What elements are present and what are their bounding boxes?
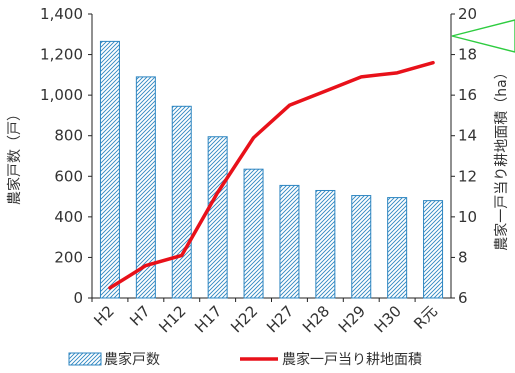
y-right-tick-label: 20 — [458, 5, 477, 23]
x-tick-label: H22 — [227, 302, 261, 336]
bar — [423, 200, 444, 299]
legend-line-label: 農家一戸当り耕地面積 — [282, 351, 422, 368]
y-right-tick-label: 12 — [458, 167, 477, 185]
x-tick-label: H27 — [263, 302, 297, 336]
x-tick-label: H2 — [90, 302, 117, 329]
x-tick-label: R元 — [410, 302, 441, 333]
y-left-tick-label: 1,200 — [40, 46, 83, 64]
x-tick-label: H29 — [335, 302, 369, 336]
bar — [243, 168, 264, 299]
y-right-tick-label: 6 — [458, 289, 468, 307]
x-tick-label: H17 — [191, 302, 225, 336]
bar — [387, 197, 408, 299]
bar — [171, 105, 192, 299]
bar — [315, 189, 336, 299]
y-axis-right-label: 農家一戸当り耕地面積（ha） — [493, 65, 510, 250]
y-left-tick-label: 800 — [54, 127, 83, 145]
x-tick-label: H7 — [126, 302, 153, 329]
y-left-tick-label: 1,400 — [40, 5, 83, 23]
x-tick-label: H28 — [299, 302, 333, 336]
y-right-tick-label: 10 — [458, 208, 477, 226]
bar — [207, 136, 228, 299]
y-left-tick-label: 200 — [54, 248, 83, 266]
y-left-tick-label: 1,000 — [40, 86, 83, 104]
y-left-tick-label: 0 — [73, 289, 83, 307]
y-right-tick-label: 14 — [458, 127, 477, 145]
y-right-tick-label: 16 — [458, 86, 477, 104]
y-right-tick-label: 18 — [458, 46, 477, 64]
legend: 農家戸数 農家一戸当り耕地面積 — [68, 351, 422, 368]
bar — [135, 76, 156, 299]
bars — [99, 40, 444, 299]
bar — [279, 184, 300, 299]
line-series-path — [108, 60, 435, 290]
bar — [351, 195, 372, 299]
legend-bar-swatch — [68, 352, 102, 366]
y-axis-left-label: 農家戸数（戸） — [6, 107, 23, 205]
tick-labels: 0 200 400 600 800 1,000 1,200 1,400 6 8 10 12 14 16 18… — [40, 5, 477, 336]
y-right-tick-label: 8 — [458, 248, 468, 266]
x-tick-label: H12 — [155, 302, 189, 336]
y-left-tick-label: 600 — [54, 167, 83, 185]
line-series — [108, 60, 435, 290]
green-arrow-icon — [451, 19, 515, 53]
bar — [99, 40, 120, 299]
y-left-tick-label: 400 — [54, 208, 83, 226]
legend-bar-label: 農家戸数 — [104, 351, 160, 368]
x-tick-label: H30 — [371, 302, 405, 336]
